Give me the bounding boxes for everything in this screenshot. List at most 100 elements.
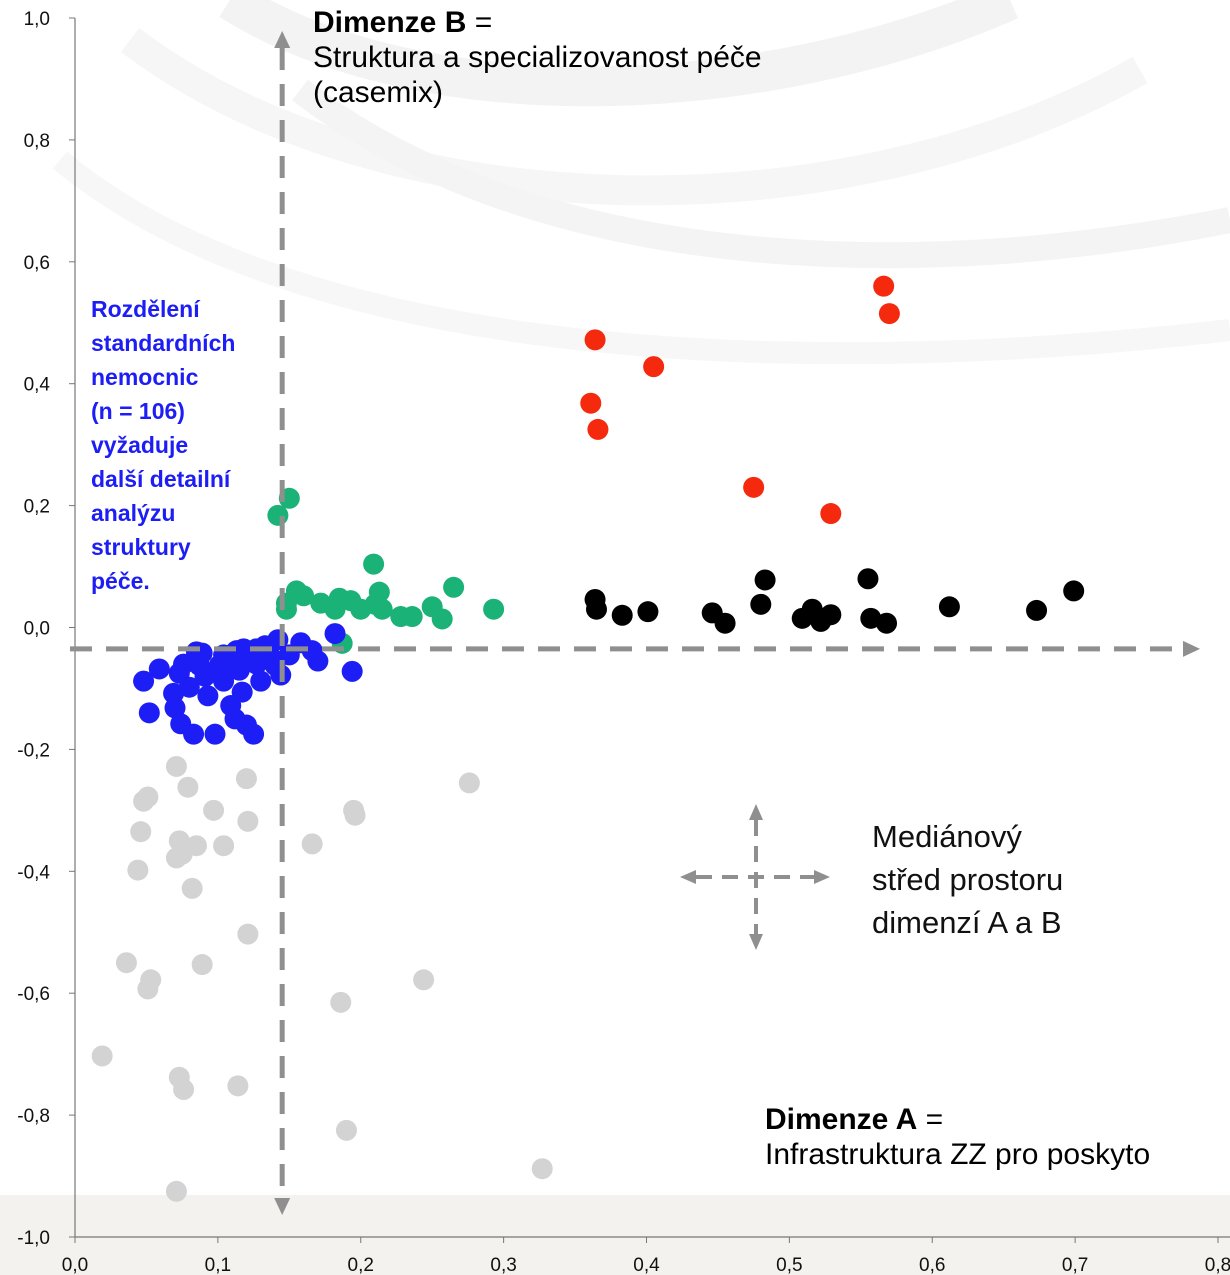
scatter-point-grey: [165, 755, 187, 777]
scatter-point-red: [873, 275, 895, 297]
scatter-point-grey: [330, 991, 352, 1013]
scatter-point-grey: [235, 768, 257, 790]
x-tick-label: 0,5: [776, 1255, 802, 1275]
dimension-b-title: Dimenze B: [313, 6, 467, 39]
y-tick-label: 1,0: [24, 9, 50, 30]
scatter-point-grey: [191, 954, 213, 976]
scatter-point-black: [585, 598, 607, 620]
scatter-point-grey: [133, 790, 155, 812]
legend-up-arrow: [749, 804, 763, 820]
dimension-b-equals: =: [466, 6, 493, 39]
dimension-b-label: Dimenze B = Struktura a specializovanost…: [313, 5, 762, 110]
y-tick-label: 0,8: [24, 131, 50, 152]
scatter-point-red: [587, 418, 609, 440]
scatter-point-black: [938, 596, 960, 618]
scatter-point-grey: [531, 1158, 553, 1180]
median-right-arrow: [1183, 640, 1200, 657]
scatter-point-green: [431, 608, 453, 630]
scatter-point-grey: [237, 923, 259, 945]
scatter-point-grey: [115, 952, 137, 974]
scatter-point-green: [443, 576, 465, 598]
legend-right-arrow: [814, 870, 830, 884]
scatter-point-blue: [197, 685, 219, 707]
footer-band: [0, 1195, 1230, 1275]
scatter-point-grey: [344, 804, 366, 826]
scatter-point-grey: [203, 799, 225, 821]
scatter-point-grey: [335, 1119, 357, 1141]
x-tick-label: 0,1: [205, 1255, 231, 1275]
scatter-point-grey: [173, 1079, 195, 1101]
scatter-point-grey: [237, 810, 259, 832]
x-tick-label: 0,4: [633, 1255, 660, 1275]
scatter-point-green: [401, 606, 423, 628]
scatter-point-blue: [185, 641, 207, 663]
y-tick-label: -0,8: [17, 1106, 50, 1127]
y-tick-label: 0,2: [24, 497, 50, 518]
scatter-point-red: [820, 503, 842, 525]
scatter-point-black: [820, 604, 842, 626]
dimension-a-equals: =: [917, 1103, 944, 1136]
scatter-point-green: [371, 598, 393, 620]
scatter-point-green: [293, 585, 315, 607]
scatter-point-grey: [213, 835, 235, 857]
scatter-point-green: [363, 553, 385, 575]
scatter-point-blue: [133, 670, 155, 692]
axes: [74, 18, 1230, 1238]
scatter-point-grey: [165, 1180, 187, 1202]
scatter-point-red: [878, 303, 900, 325]
legend-down-arrow: [749, 934, 763, 950]
y-tick-label: 0,6: [24, 253, 50, 274]
scatter-point-blue: [250, 670, 272, 692]
scatter-point-blue: [138, 702, 160, 724]
scatter-point-red: [743, 476, 765, 498]
scatter-point-blue: [204, 723, 226, 745]
median-up-arrow: [274, 31, 291, 48]
y-tick-label: -0,4: [17, 862, 50, 883]
median-crosshair: [70, 31, 1200, 1215]
scatter-point-black: [1063, 580, 1085, 602]
x-tick-label: 0,3: [490, 1255, 516, 1275]
scatter-point-blue: [164, 697, 186, 719]
y-tick-label: -0,2: [17, 740, 50, 761]
scatter-point-black: [1026, 599, 1048, 621]
scatter-point-black: [611, 604, 633, 626]
scatter-point-blue: [307, 650, 329, 672]
dimension-a-description: Infrastruktura ZZ pro poskyto: [765, 1138, 1151, 1172]
x-tick-label: 0,0: [62, 1255, 88, 1275]
x-tick-label: 0,6: [919, 1255, 945, 1275]
scatter-point-grey: [165, 847, 187, 869]
scatter-point-grey: [130, 821, 152, 843]
x-tick-label: 0,8: [1205, 1255, 1230, 1275]
scatter-point-black: [750, 593, 772, 615]
scatter-point-blue: [148, 658, 170, 680]
scatter-point-black: [637, 601, 659, 623]
dimension-b-casemix: (casemix): [313, 76, 444, 110]
scatter-point-blue: [324, 623, 346, 645]
y-tick-label: -0,6: [17, 984, 50, 1005]
y-tick-label: -1,0: [17, 1228, 50, 1249]
scatter-point-grey: [127, 859, 149, 881]
scatter-point-grey: [413, 969, 435, 991]
y-tick-label: 0,4: [24, 375, 51, 396]
median-legend-icon: [680, 804, 830, 950]
scatter-point-blue: [341, 660, 363, 682]
blue-annotation: Rozdělení standardních nemocnic (n = 106…: [91, 296, 236, 594]
dimension-a-title: Dimenze A: [765, 1103, 918, 1136]
scatter-point-black: [754, 569, 776, 591]
scatter-point-green: [275, 598, 297, 620]
scatter-point-grey: [458, 772, 480, 794]
scatter-point-blue: [194, 665, 216, 687]
scatter-point-red: [584, 329, 606, 351]
scatter-point-red: [580, 392, 602, 414]
median-down-arrow: [274, 1198, 291, 1215]
scatter-point-grey: [137, 978, 159, 1000]
scatter-point-grey: [91, 1045, 113, 1067]
scatter-point-grey: [177, 776, 199, 798]
scatter-point-blue: [231, 681, 253, 703]
scatter-point-black: [876, 612, 898, 634]
tick-labels: -1,0 -0,8 -0,6 -0,4 -0,2 0,0 0,2 0,4 0,6 0,8 1,0 0,…: [17, 9, 1230, 1275]
scatter-point-blue: [243, 723, 265, 745]
scatter-point-blue: [183, 723, 205, 745]
